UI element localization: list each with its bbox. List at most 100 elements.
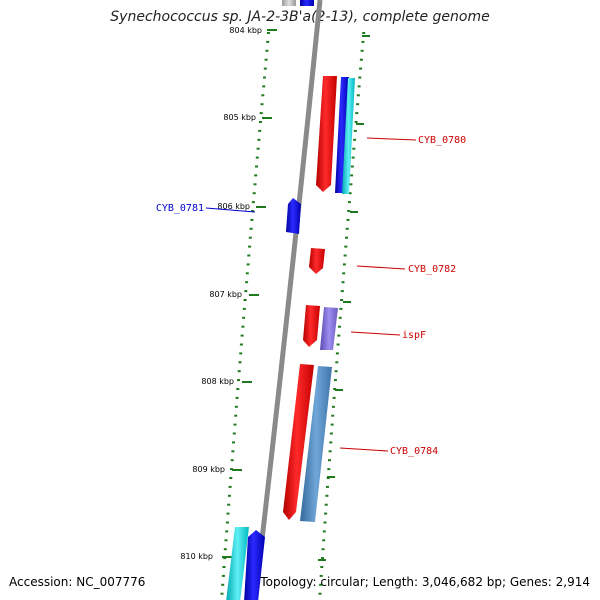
outer-tick-dot-52: [325, 494, 329, 497]
top-feature-gray: [282, 0, 296, 6]
outer-tick-dot-63: [318, 592, 322, 595]
leader-line-cyb0781: [205, 207, 256, 213]
outer-tick-dot-43: [331, 414, 335, 417]
feature-steelblue-0784[interactable]: [300, 366, 332, 522]
outer-tick-dot-57: [322, 539, 326, 542]
outer-tick-dot-47: [328, 450, 332, 453]
outer-tick-dot-10: [354, 121, 358, 123]
tick-label-810: 810 kbp: [180, 552, 213, 561]
inner-tick-dot-22: [249, 227, 253, 230]
inner-tick-dot-50: [229, 477, 233, 479]
inner-tick-dot-52: [227, 494, 231, 497]
inner-tick-dot-21: [250, 218, 254, 221]
inner-tick-dot-44: [233, 423, 237, 426]
outer-tick-dot-21: [346, 218, 350, 221]
inner-tick-dot-8: [260, 103, 264, 106]
outer-tick-dot-5: [358, 76, 362, 79]
inner-tick-dot-35: [239, 343, 243, 346]
inner-tick-dot-36: [239, 352, 243, 355]
outer-tick-dot-56: [322, 530, 326, 533]
inner-tick-dot-47: [231, 450, 235, 453]
inner-tick-dot-32: [242, 316, 246, 319]
tick-dots: [220, 32, 366, 595]
inner-tick-dot-14: [255, 156, 259, 159]
outer-tick-dot-60: [320, 566, 324, 568]
inner-tick-dot-31: [242, 307, 246, 310]
tick-label-806: 806 kbp: [217, 202, 250, 211]
gene-label-cyb0784[interactable]: CYB_0784: [390, 446, 438, 457]
inner-tick-dot-55: [225, 521, 229, 524]
outer-tick-dot-31: [339, 307, 343, 310]
tick-label-804: 804 kbp: [229, 26, 262, 35]
inner-tick-dot-13: [256, 147, 260, 150]
feature-cyan-0780[interactable]: [342, 78, 355, 194]
outer-tick-dot-0: [362, 32, 366, 34]
feature-cyan-bottom[interactable]: [226, 527, 249, 600]
outer-tick-dot-42: [331, 405, 335, 408]
outer-tick-dot-7: [356, 94, 360, 97]
leader-line-ispf: [350, 331, 401, 336]
outer-tick-dot-36: [335, 352, 339, 355]
map-title: Synechococcus sp. JA-2-3B'a(2-13), compl…: [110, 9, 490, 25]
feature-blue-0780[interactable]: [335, 77, 349, 193]
outer-tick-dot-15: [350, 165, 354, 168]
inner-tick-dot-2: [265, 49, 269, 52]
outer-tick-dot-58: [321, 548, 325, 551]
outer-tick-dot-9: [355, 112, 359, 115]
inner-tick-dot-57: [224, 539, 228, 542]
leader-line-cyb0784: [339, 447, 389, 452]
gene-label-cyb0780[interactable]: CYB_0780: [418, 135, 466, 146]
inner-tick-dot-11: [258, 129, 262, 132]
inner-tick-dot-53: [227, 503, 231, 506]
outer-tick-dot-14: [351, 156, 355, 159]
inner-tick-dot-37: [238, 361, 242, 364]
outer-tick-dot-6: [357, 85, 361, 88]
outer-tick-dot-41: [332, 396, 336, 399]
outer-tick-dot-29: [340, 290, 344, 293]
outer-tick-dot-1: [361, 40, 365, 43]
gene-feature-cyb0781[interactable]: [286, 198, 301, 234]
outer-tick-dot-35: [336, 343, 340, 346]
inner-tick-dot-10: [259, 121, 262, 123]
gene-label-ispf[interactable]: ispF: [402, 330, 426, 341]
outer-tick-dot-24: [344, 245, 348, 248]
inner-tick-dot-5: [263, 76, 266, 79]
topology-text: Topology: circular; Length: 3,046,682 bp…: [260, 575, 590, 589]
inner-tick-dot-49: [230, 468, 233, 471]
gene-feature-cyb0780[interactable]: [316, 76, 337, 192]
outer-tick-dot-32: [338, 316, 342, 319]
feature-purple-ispf[interactable]: [320, 307, 338, 350]
leader-line-cyb0780: [366, 137, 417, 141]
inner-tick-dot-63: [220, 592, 224, 595]
inner-tick-dot-23: [248, 236, 252, 239]
gene-feature-cyb0782[interactable]: [309, 248, 325, 274]
outer-tick-dot-45: [329, 432, 333, 435]
inner-tick-dot-33: [241, 325, 245, 328]
outer-tick-dot-44: [330, 423, 334, 426]
outer-tick-dot-27: [342, 272, 346, 275]
tick-label-807: 807 kbp: [209, 290, 242, 299]
outer-tick-dot-30: [340, 299, 344, 301]
feature-blue-bottom[interactable]: [244, 530, 265, 600]
genome-backbone: [252, 0, 323, 600]
outer-tick-dot-54: [324, 512, 328, 515]
outer-tick-dot-13: [352, 147, 356, 150]
inner-tick-dot-59: [223, 557, 227, 560]
gene-label-cyb0781[interactable]: CYB_0781: [156, 203, 204, 214]
inner-tick-dot-15: [255, 165, 258, 168]
gene-label-cyb0782[interactable]: CYB_0782: [408, 264, 456, 275]
gene-feature-ispf[interactable]: [303, 305, 320, 347]
outer-tick-dot-16: [350, 174, 354, 177]
outer-tick-dot-49: [327, 468, 331, 471]
outer-tick-dot-39: [333, 379, 337, 382]
inner-tick-dot-3: [264, 58, 268, 61]
gene-feature-cyb0784[interactable]: [283, 364, 314, 520]
inner-tick-dot-38: [237, 370, 241, 373]
outer-tick-dot-8: [356, 103, 360, 106]
tick-label-809: 809 kbp: [192, 465, 225, 474]
outer-tick-dot-12: [353, 138, 357, 141]
outer-tick-dot-17: [349, 183, 353, 186]
inner-tick-dot-41: [235, 396, 239, 399]
inner-tick-dot-7: [261, 94, 265, 97]
